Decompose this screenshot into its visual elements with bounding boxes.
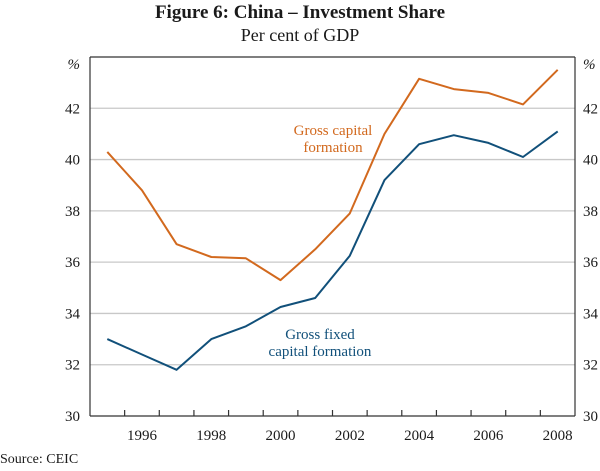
- series-lines: [106, 69, 559, 371]
- y-tick-label-right: 34: [583, 306, 599, 322]
- axes: [89, 56, 576, 417]
- y-tick-label-left: 38: [65, 204, 80, 220]
- annotation-line: capital formation: [269, 344, 372, 360]
- x-tick-label: 2000: [266, 428, 296, 444]
- source-note: Source: CEIC: [0, 452, 79, 467]
- y-tick-label-right: 30: [583, 409, 598, 425]
- x-tick-label: 2002: [335, 428, 365, 444]
- ticks: [124, 410, 541, 416]
- y-tick-label-left: 36: [65, 255, 81, 271]
- y-tick-label-right: 38: [583, 204, 598, 220]
- y-tick-label-left: 30: [65, 409, 80, 425]
- y-tick-label-right: 32: [583, 358, 598, 374]
- tick-labels: 30 30 32 32 34 34 36 36 38 38 40 40 42 42% % 1996 1998 20…: [65, 57, 599, 444]
- x-tick-label: 1996: [127, 428, 158, 444]
- x-tick-label: 2008: [543, 428, 573, 444]
- annotation-line: Gross capital: [294, 123, 373, 139]
- chart-subtitle: Per cent of GDP: [240, 25, 360, 45]
- series-annotation: Gross capital formation: [294, 123, 373, 156]
- y-tick-label-right: 40: [583, 153, 598, 169]
- series-annotation: Gross fixed capital formation: [269, 327, 372, 360]
- series-line-gross-capital-formation: [106, 69, 559, 282]
- x-tick-label: 2006: [473, 428, 504, 444]
- y-tick-label-left: 34: [65, 306, 81, 322]
- chart-title: Figure 6: China – Investment Share: [154, 2, 446, 23]
- y-tick-label-right: 42: [583, 101, 598, 117]
- y-tick-label-left: 42: [65, 101, 80, 117]
- y-tick-label-right: 36: [583, 255, 599, 271]
- y-unit-label-right: %: [583, 57, 596, 73]
- x-tick-label: 1998: [196, 428, 226, 444]
- series-line-gross-fixed-capital-formation: [106, 130, 559, 371]
- annotation-line: Gross fixed: [285, 327, 355, 343]
- annotations: Gross capital formation Gross fixed capital…: [269, 123, 373, 360]
- y-tick-label-left: 40: [65, 153, 80, 169]
- gridlines: [90, 107, 575, 366]
- annotation-line: formation: [303, 140, 363, 156]
- x-tick-label: 2004: [404, 428, 435, 444]
- y-tick-label-left: 32: [65, 358, 80, 374]
- y-unit-label-left: %: [68, 57, 81, 73]
